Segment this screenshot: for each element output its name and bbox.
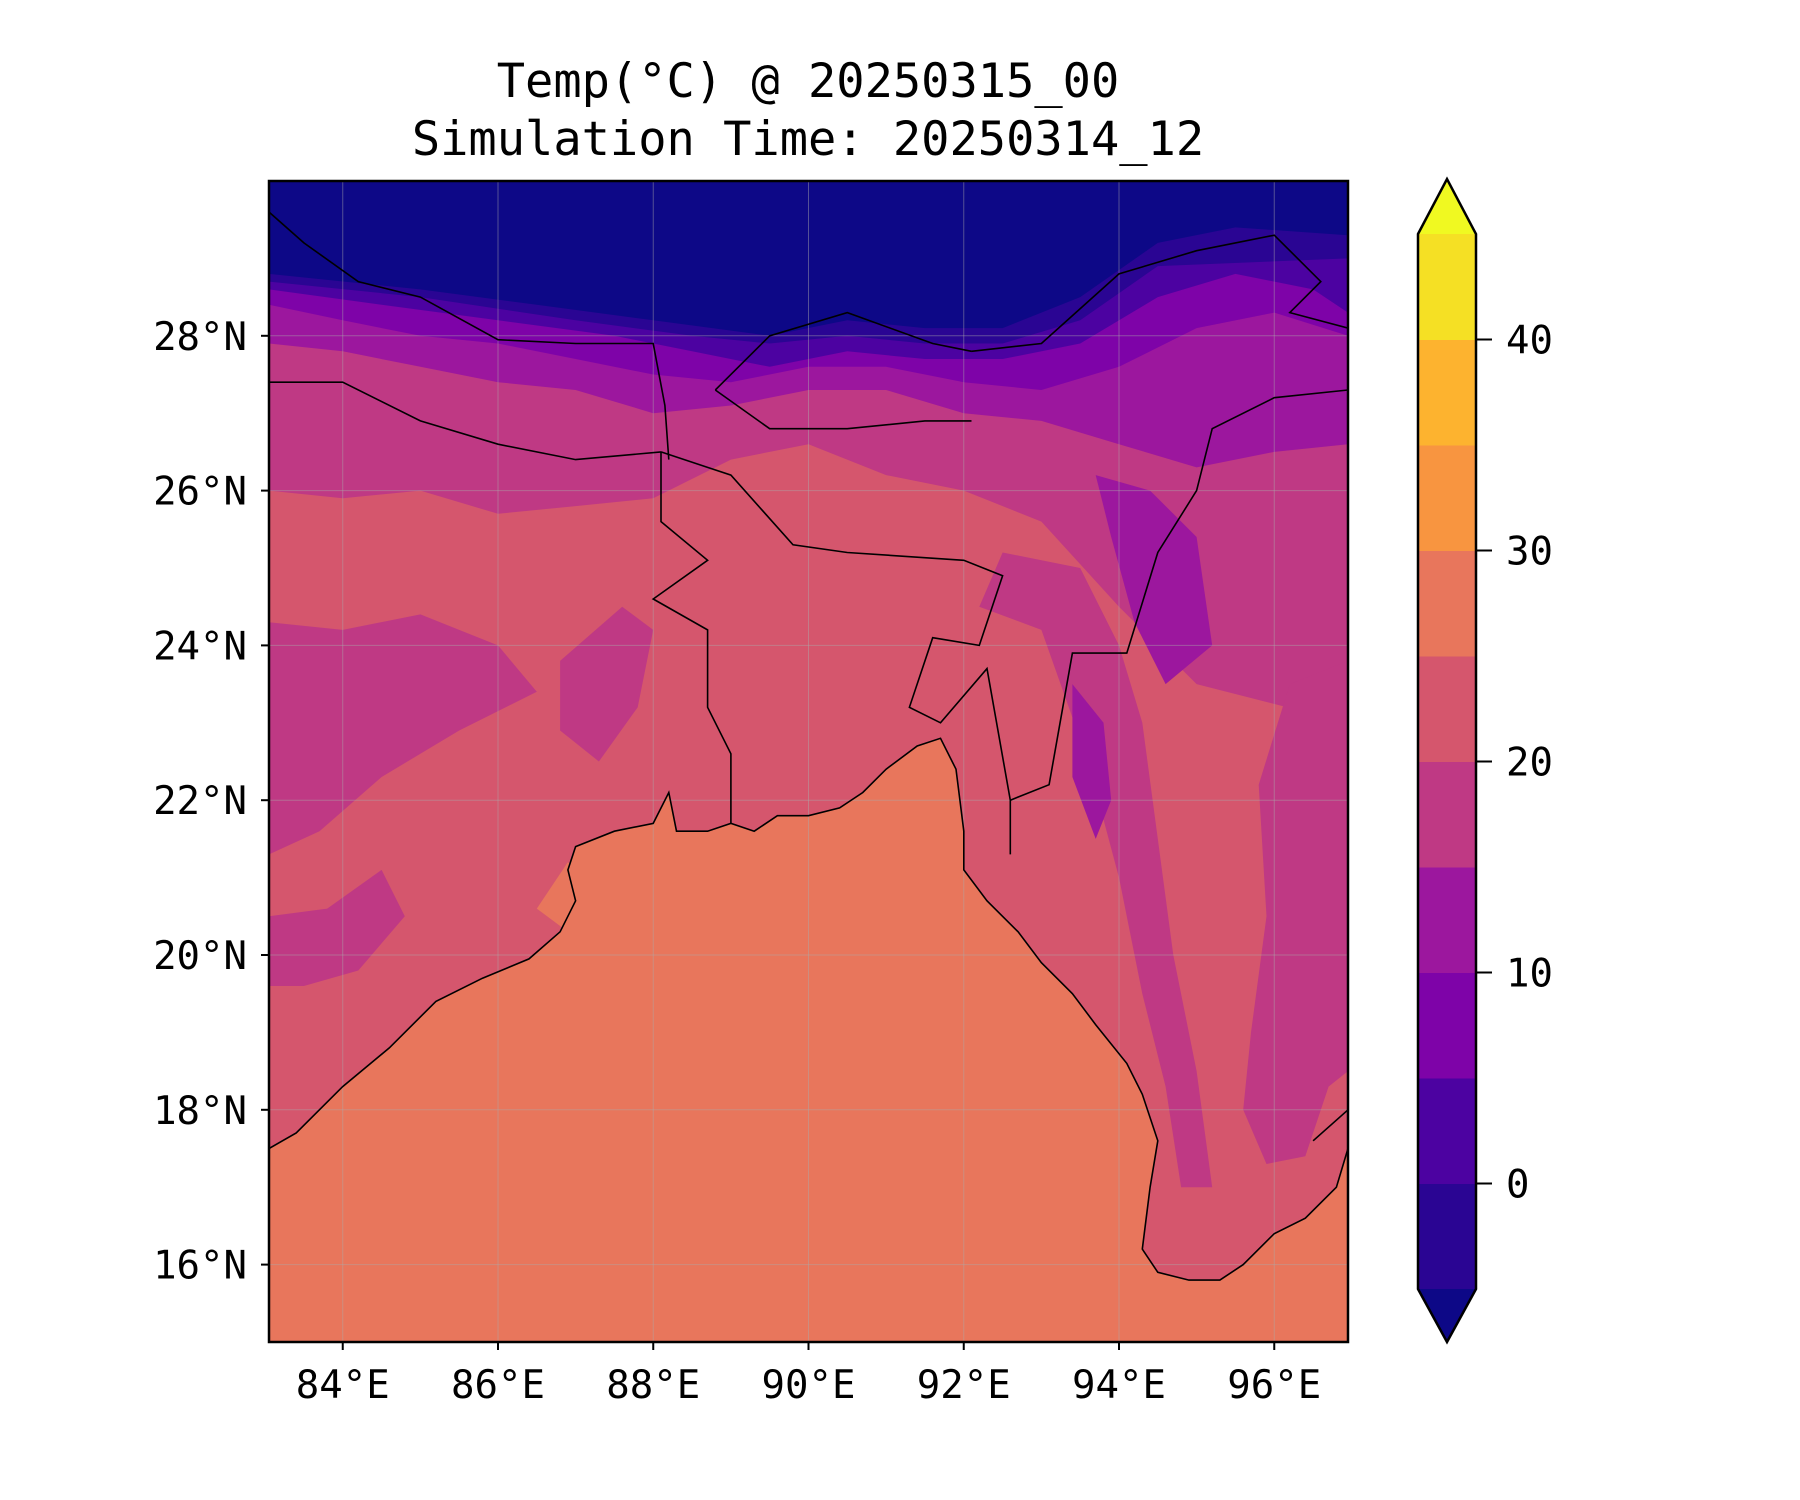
y-tick-label: 24°N (153, 624, 247, 669)
y-tick-label: 26°N (153, 470, 247, 515)
colorbar-band (1418, 339, 1476, 446)
x-axis: 84°E 86°E 88°E 90°E 92°E 94°E 96°E (296, 1342, 1321, 1408)
border-nepal-north (269, 211, 670, 460)
colorbar-tick-label: 40 (1506, 319, 1553, 364)
chart-title: Temp(°C) @ 20250315_00 (497, 54, 1120, 109)
colorbar-band (1418, 234, 1476, 340)
y-tick-label: 18°N (153, 1089, 247, 1134)
border-china-india (971, 234, 1348, 353)
contour-15-20-india-mid (560, 606, 654, 762)
contour-10-15-chin-hills (1072, 684, 1112, 839)
colorbar-tick-label: 20 (1506, 741, 1553, 786)
colorbar-extend-max-arrow (1418, 179, 1476, 234)
colorbar-band (1418, 761, 1476, 868)
colorbar-band (1418, 656, 1476, 762)
contour-15-20-west-india-south (269, 869, 405, 986)
gridlines (269, 181, 1348, 1342)
coastlines-borders (269, 211, 1348, 1281)
border-bangladesh-india-east (660, 451, 1012, 855)
contour-15-20-west-india (269, 614, 537, 855)
y-tick-label: 22°N (153, 779, 247, 824)
contour-25-30-patch (536, 862, 592, 932)
x-tick-label: 96°E (1227, 1363, 1321, 1408)
y-axis: 16°N 18°N 20°N 22°N 24°N 26°N 28°N (153, 315, 269, 1289)
colorbar: 0 10 20 30 40 (1416, 176, 1553, 1345)
border-bangladesh-india-west (651, 451, 732, 824)
x-tick-label: 94°E (1072, 1363, 1166, 1408)
contour-10-15-northeast-hills (1095, 475, 1213, 685)
map-plot-area (269, 181, 1348, 1342)
border-bhutan-north (714, 311, 972, 391)
x-tick-label: 86°E (451, 1363, 545, 1408)
contour-15-20-myanmar-east (1243, 660, 1348, 1164)
border-myanmar-thailand (1312, 1109, 1348, 1142)
chart-subtitle: Simulation Time: 20250314_12 (412, 112, 1204, 167)
x-tick-label: 90°E (762, 1363, 856, 1408)
colorbar-band (1418, 1183, 1476, 1290)
x-tick-label: 92°E (917, 1363, 1011, 1408)
colorbar-band (1418, 550, 1476, 657)
contour-15-20-myanmar-west (979, 552, 1213, 1188)
x-tick-label: 88°E (606, 1363, 700, 1408)
colorbar-band (1418, 867, 1476, 973)
border-nepal-south (269, 381, 662, 461)
colorbar-tick-label: 0 (1506, 1163, 1529, 1208)
colorbar-outline (1416, 176, 1478, 1345)
colorbar-band (1418, 972, 1476, 1079)
y-tick-label: 16°N (153, 1244, 247, 1289)
colorbar-extend-min-arrow (1418, 1289, 1476, 1342)
coastline (269, 737, 1348, 1281)
colorbar-tick-label: 30 (1506, 530, 1553, 575)
colorbar-tick-label: 10 (1506, 952, 1553, 997)
border-india-myanmar (1010, 389, 1348, 801)
x-tick-label: 84°E (296, 1363, 390, 1408)
y-tick-label: 20°N (153, 934, 247, 979)
colorbar-band (1418, 1078, 1476, 1184)
y-tick-label: 28°N (153, 315, 247, 360)
border-bhutan-south (714, 389, 972, 430)
colorbar-band (1418, 445, 1476, 551)
contour-below-minus5-plateau (269, 181, 1348, 336)
